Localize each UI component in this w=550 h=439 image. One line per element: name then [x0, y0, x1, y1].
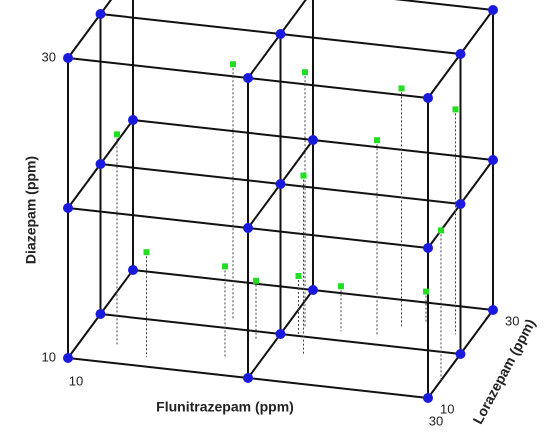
- lattice-edge: [67, 57, 249, 79]
- lattice-edge: [100, 13, 281, 35]
- lattice-edge: [67, 207, 249, 229]
- lattice-edge: [99, 0, 113, 15]
- design-point: [243, 223, 253, 233]
- design-point: [63, 53, 73, 63]
- design-point: [423, 93, 433, 103]
- design-point: [423, 243, 433, 253]
- measured-point: [114, 131, 120, 138]
- design-point: [275, 29, 286, 39]
- design-point: [308, 285, 318, 295]
- measured-point: [253, 277, 259, 284]
- design-point: [275, 329, 286, 339]
- lattice-edge: [247, 183, 282, 229]
- measured-point: [302, 69, 308, 76]
- lattice-edge: [279, 289, 314, 335]
- lattice-edge: [67, 13, 102, 59]
- lattice-edge: [132, 119, 314, 141]
- lattice-edge: [247, 77, 429, 99]
- measured-point: [423, 288, 429, 295]
- lattice-edge: [67, 313, 102, 359]
- z-tick-label: 30: [42, 49, 56, 64]
- lattice-edge: [393, 0, 494, 11]
- lattice-edge: [279, 0, 307, 35]
- lattice-edge: [280, 33, 461, 55]
- lattice-edge: [279, 139, 314, 185]
- design-point: [488, 5, 498, 15]
- lattice-edge: [247, 333, 282, 379]
- design-point: [63, 203, 73, 213]
- design-point: [63, 353, 73, 363]
- y-tick-label: 10: [440, 401, 454, 416]
- lattice-edge: [312, 289, 494, 311]
- z-tick-label: 10: [42, 349, 56, 364]
- plot-area: [63, 0, 498, 403]
- measured-point: [295, 273, 302, 279]
- measured-point: [452, 106, 459, 113]
- measured-point: [143, 249, 150, 256]
- lattice-edge: [427, 353, 462, 399]
- lattice-edge: [459, 159, 494, 205]
- lattice-edge: [100, 313, 281, 335]
- design-point: [243, 373, 253, 383]
- lattice-edge: [247, 33, 282, 79]
- lattice-edge: [132, 269, 314, 291]
- measured-point: [338, 283, 344, 290]
- design-point: [488, 155, 498, 165]
- y-tick-label: 30: [505, 313, 519, 328]
- x-tick-label: 10: [69, 373, 83, 388]
- lattice-edge: [67, 357, 249, 379]
- lattice-edge: [280, 333, 461, 355]
- design-point: [455, 199, 466, 209]
- design-point: [128, 115, 138, 125]
- design-point: [95, 159, 106, 169]
- design-point: [308, 135, 318, 145]
- design-point: [423, 393, 433, 403]
- design-point: [275, 179, 286, 189]
- lattice-edge: [100, 163, 281, 185]
- z-axis-title: Diazepam (ppm): [23, 156, 39, 264]
- measured-point: [398, 85, 405, 92]
- design-point: [128, 265, 138, 275]
- lattice-edge: [427, 53, 462, 99]
- measured-point: [300, 172, 307, 179]
- design-point: [95, 309, 106, 319]
- lattice-edge: [459, 309, 494, 355]
- x-tick-label: 30: [429, 413, 443, 428]
- lattice-edge: [247, 377, 429, 399]
- measured-point: [222, 263, 228, 270]
- design-point: [243, 73, 253, 83]
- lattice-edge: [247, 227, 429, 249]
- lattice-edge: [67, 163, 102, 209]
- y-axis-title: Lorazepam (ppm): [469, 316, 538, 427]
- lattice-edge: [99, 119, 134, 165]
- measured-point: [230, 61, 236, 68]
- measured-point: [374, 137, 380, 144]
- x-axis-title: Flunitrazepam (ppm): [156, 399, 294, 415]
- lattice-edge: [312, 139, 494, 161]
- design-point: [455, 49, 466, 59]
- lattice-edge: [459, 9, 494, 55]
- design-point: [455, 349, 466, 359]
- lattice-edge: [280, 183, 461, 205]
- design-point: [488, 305, 498, 315]
- design-point: [95, 9, 106, 19]
- measured-point: [438, 227, 444, 234]
